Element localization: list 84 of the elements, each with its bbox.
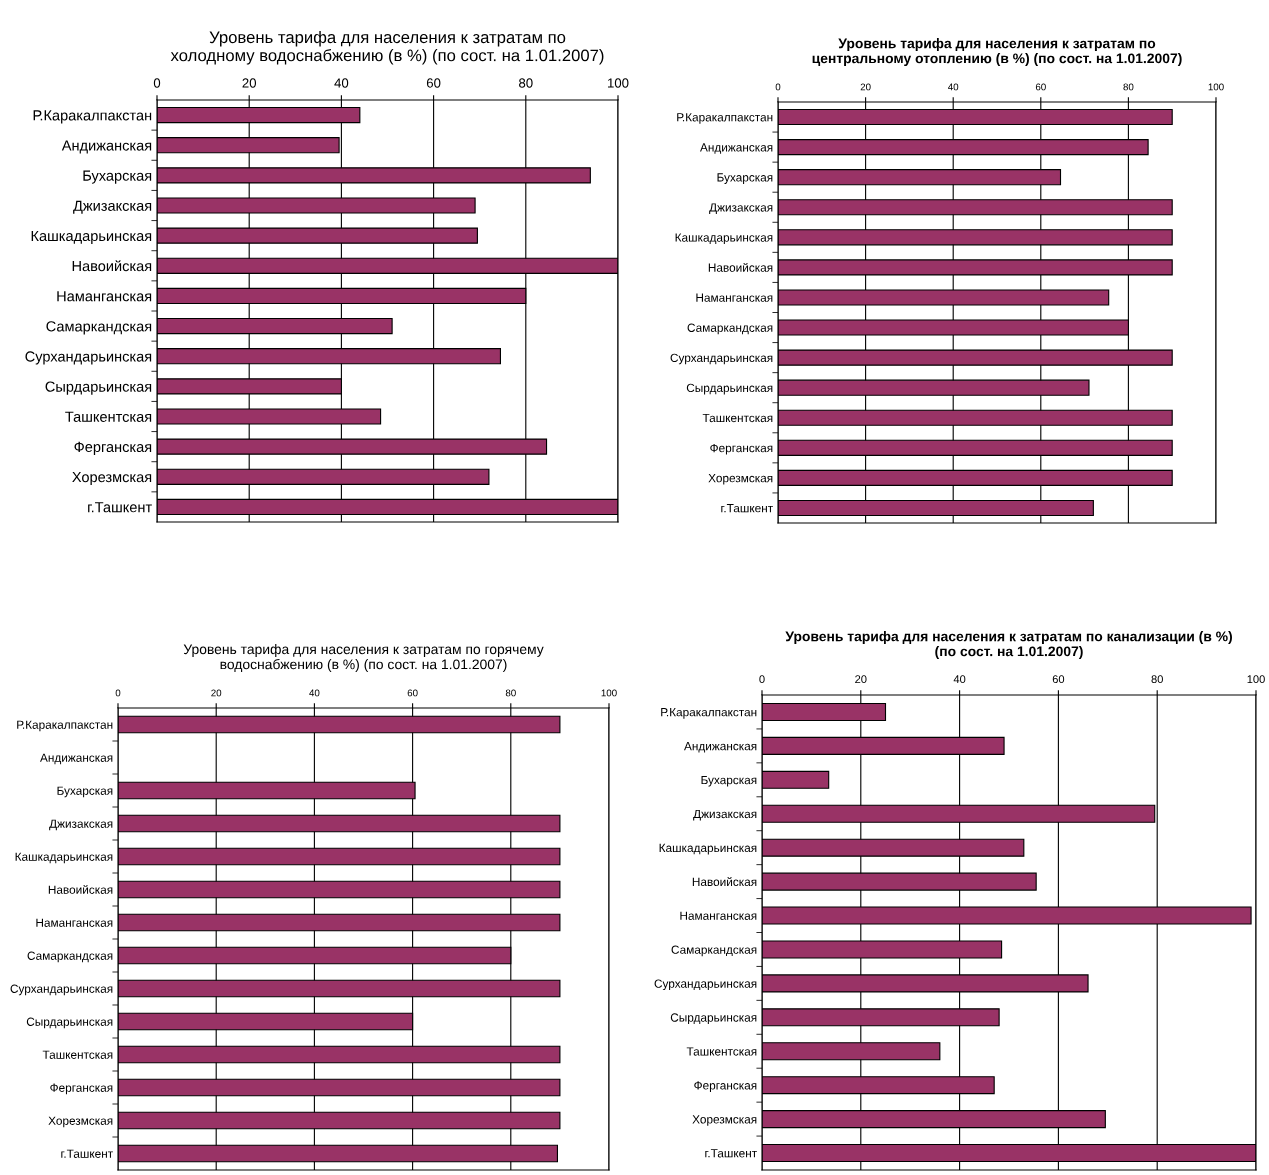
y-tick-label: Ташкентская <box>686 1047 757 1056</box>
chart-title: Уровень тарифа для населения к затратам по горячему водоснабжению (в %) (по сост. на 1.01.2007) <box>183 643 544 672</box>
y-tick-label: г.Ташкент <box>705 1149 757 1158</box>
y-tick-label: Ферганская <box>50 1083 113 1095</box>
chart-title: Уровень тарифа для населения к затратам по центральному отоплению (в %) (по сост. на 1.01.2007) <box>812 38 1182 66</box>
y-tick-label: Сурхандарьинская <box>25 351 152 365</box>
x-tick-label: 80 <box>1123 83 1134 91</box>
y-tick-label: г.Ташкент <box>88 502 152 513</box>
y-tick-label: Самаркандская <box>671 945 757 957</box>
y-tick-label: Сырдарьинская <box>26 1017 113 1029</box>
y-tick-label: Андижанская <box>700 143 773 154</box>
y-tick-label: Сурхандарьинская <box>10 984 113 996</box>
y-tick-label: Андижанская <box>684 742 757 753</box>
y-tick-label: Самаркандская <box>46 321 152 335</box>
y-tick-label: Андижанская <box>40 753 113 765</box>
y-tick-label: Наманганская <box>696 293 773 302</box>
x-tick-label: 80 <box>505 689 516 697</box>
y-tick-label: Андижанская <box>61 140 152 154</box>
x-tick-label: 100 <box>601 689 617 697</box>
x-tick-label: 0 <box>153 78 161 88</box>
x-tick-label: 20 <box>211 689 222 697</box>
y-tick-label: Бухарская <box>83 170 152 184</box>
x-tick-label: 80 <box>519 78 533 88</box>
y-tick-label: Навоийская <box>692 877 757 886</box>
x-tick-label: 20 <box>860 83 871 91</box>
x-tick-label: 100 <box>1208 83 1224 91</box>
y-tick-label: Бухарская <box>717 173 773 184</box>
y-tick-label: Ферганская <box>710 443 773 455</box>
y-tick-label: Сырдарьинская <box>45 381 152 395</box>
y-tick-label: Ферганская <box>74 441 152 455</box>
y-tick-label: Навоийская <box>708 262 773 272</box>
x-tick-label: 40 <box>948 83 959 91</box>
y-tick-label: Джизакская <box>49 819 113 831</box>
x-tick-label: 0 <box>775 83 781 91</box>
x-tick-label: 80 <box>1151 675 1163 684</box>
y-tick-label: Сурхандарьинская <box>654 979 757 991</box>
x-tick-label: 40 <box>334 78 349 88</box>
y-tick-label: г.Ташкент <box>61 1149 113 1158</box>
y-tick-label: Наманганская <box>57 291 152 302</box>
y-tick-label: Ташкентская <box>702 413 773 423</box>
y-tick-label: Самаркандская <box>687 323 773 335</box>
y-tick-label: г.Ташкент <box>721 504 773 513</box>
y-tick-label: Ташкентская <box>65 411 152 422</box>
y-tick-label: Сурхандарьинская <box>670 353 773 365</box>
chart-title: Уровень тарифа для населения к затратам по канализации (в %) (по сост. на 1.01.2007) <box>785 631 1232 659</box>
y-tick-label: Навоийская <box>48 885 113 894</box>
chart-title: Уровень тарифа для населения к затратам по холодному водоснабжению (в %) (по сост. на 1.01.2007) <box>170 30 604 65</box>
y-tick-label: Джизакская <box>693 809 757 821</box>
y-tick-label: Сырдарьинская <box>670 1013 757 1025</box>
x-tick-label: 60 <box>1035 83 1046 91</box>
y-tick-label: Кашкадарьинская <box>659 843 757 855</box>
y-tick-label: Джизакская <box>709 203 773 214</box>
y-tick-label: Р.Каракалпакстан <box>677 113 773 124</box>
x-tick-label: 60 <box>1052 675 1065 684</box>
x-tick-label: 60 <box>407 689 418 697</box>
y-tick-label: Сырдарьинская <box>686 383 773 395</box>
x-tick-label: 40 <box>953 675 966 684</box>
y-tick-label: Бухарская <box>701 775 757 787</box>
x-tick-label: 20 <box>242 78 257 88</box>
y-tick-label: Р.Каракалпакстан <box>661 708 757 719</box>
y-tick-label: Хорезмская <box>72 472 152 486</box>
y-tick-label: Самаркандская <box>27 951 113 963</box>
y-tick-label: Р.Каракалпакстан <box>17 720 113 732</box>
y-tick-label: Ферганская <box>694 1081 757 1092</box>
y-tick-label: Хорезмская <box>48 1116 113 1128</box>
x-tick-label: 40 <box>309 689 320 697</box>
y-tick-label: Кашкадарьинская <box>15 852 113 864</box>
y-tick-label: Наманганская <box>36 918 113 927</box>
x-tick-label: 20 <box>855 675 867 684</box>
x-tick-label: 100 <box>1247 675 1265 684</box>
y-tick-label: Хорезмская <box>708 474 773 485</box>
y-tick-label: Кашкадарьинская <box>675 233 773 245</box>
y-tick-label: Р.Каракалпакстан <box>33 110 152 124</box>
x-tick-label: 0 <box>759 675 765 684</box>
x-tick-label: 100 <box>608 78 629 88</box>
x-tick-label: 60 <box>426 78 441 88</box>
y-tick-label: Бухарская <box>57 786 113 798</box>
y-tick-label: Ташкентская <box>42 1050 113 1059</box>
y-tick-label: Джизакская <box>73 200 152 214</box>
y-tick-label: Хорезмская <box>692 1115 757 1126</box>
y-tick-label: Наманганская <box>680 911 757 920</box>
y-tick-label: Кашкадарьинская <box>31 230 152 244</box>
x-tick-label: 0 <box>115 689 121 697</box>
y-tick-label: Навоийская <box>72 260 152 272</box>
